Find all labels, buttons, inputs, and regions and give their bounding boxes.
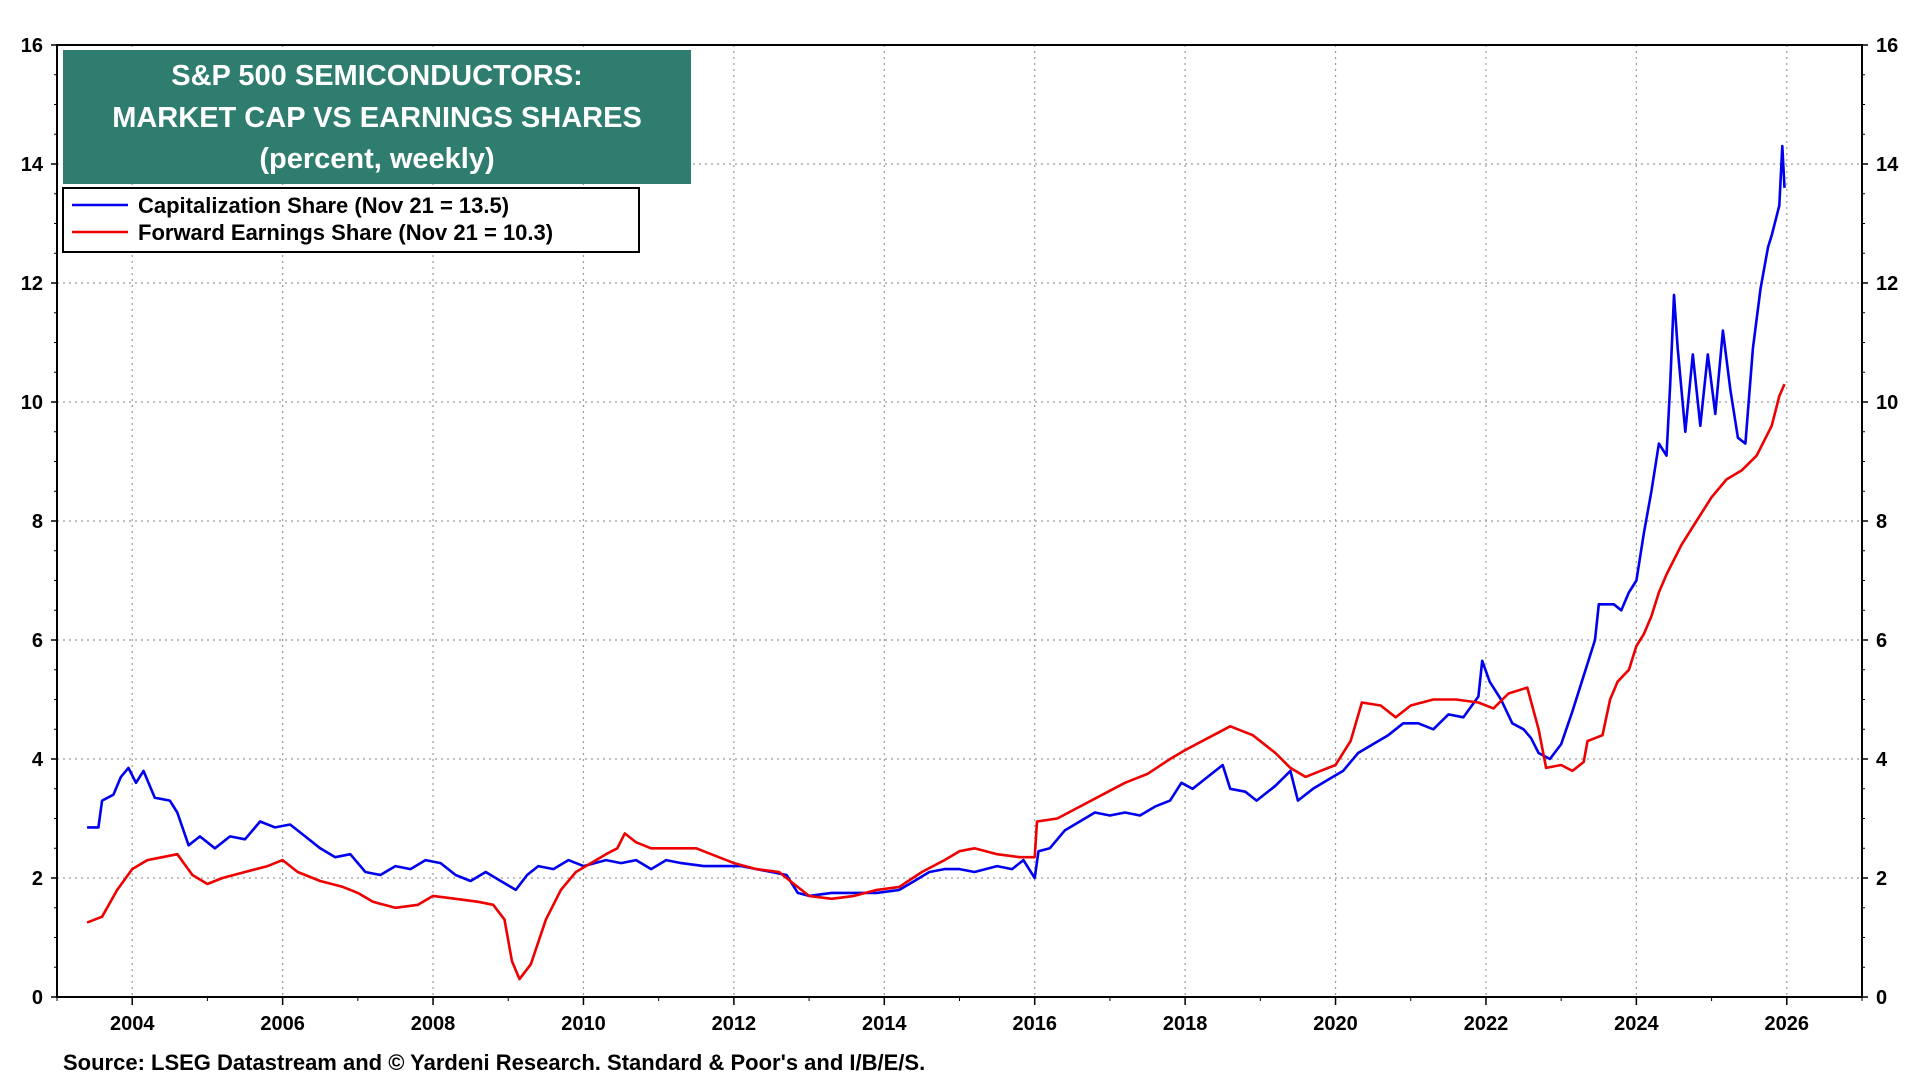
y-tick-label-right: 8 [1876,511,1887,533]
y-tick-label-right: 6 [1876,630,1887,652]
chart-title-box: S&P 500 SEMICONDUCTORS: MARKET CAP VS EA… [63,50,691,184]
y-tick-label-left: 12 [21,273,43,295]
y-tick-label-right: 0 [1876,987,1887,1009]
y-tick-label-left: 6 [32,630,43,652]
axis-ticks: 0 0 2 2 4 4 6 6 8 8 10 10 12 12 14 14 16 16 2004 2006 2008 20… [21,35,1899,1035]
legend-label-earnings: Forward Earnings Share (Nov 21 = 10.3) [138,220,553,245]
chart-title-line-2: MARKET CAP VS EARNINGS SHARES [112,102,642,134]
series-lines [86,144,1786,981]
x-tick-label: 2004 [110,1013,155,1035]
y-tick-label-right: 12 [1876,273,1898,295]
y-tick-label-right: 14 [1876,154,1899,176]
y-tick-label-right: 16 [1876,35,1898,57]
chart-title-line-3: (percent, weekly) [259,143,494,175]
y-tick-label-left: 10 [21,392,43,414]
legend-label-capitalization: Capitalization Share (Nov 21 = 13.5) [138,193,509,218]
legend-box [62,187,640,253]
legend: Capitalization Share (Nov 21 = 13.5) For… [62,187,640,253]
y-tick-label-right: 10 [1876,392,1898,414]
x-tick-label: 2026 [1765,1013,1810,1035]
x-tick-label: 2014 [862,1013,907,1035]
y-tick-label-left: 2 [32,868,43,890]
x-tick-label: 2016 [1012,1013,1057,1035]
source-note: Source: LSEG Datastream and © Yardeni Re… [63,1050,925,1075]
title-background [63,50,691,184]
chart-title-line-1: S&P 500 SEMICONDUCTORS: [171,60,582,92]
y-tick-label-right: 2 [1876,868,1887,890]
x-tick-label: 2010 [561,1013,606,1035]
x-tick-label: 2024 [1614,1013,1659,1035]
x-tick-label: 2018 [1163,1013,1208,1035]
y-tick-label-left: 0 [32,987,43,1009]
y-tick-label-left: 14 [21,154,44,176]
x-tick-label: 2012 [712,1013,757,1035]
capitalization-share-line [87,144,1786,898]
y-tick-label-left: 4 [32,749,44,771]
y-tick-label-left: 8 [32,511,43,533]
y-tick-label-left: 16 [21,35,43,57]
x-tick-label: 2020 [1313,1013,1358,1035]
x-tick-label: 2022 [1464,1013,1509,1035]
x-tick-label: 2006 [260,1013,305,1035]
y-tick-label-right: 4 [1876,749,1888,771]
forward-earnings-share-line [86,383,1786,981]
x-tick-label: 2008 [411,1013,456,1035]
